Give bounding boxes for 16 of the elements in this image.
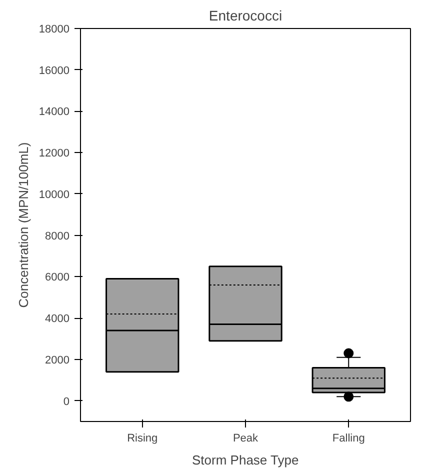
x-axis-title: Storm Phase Type: [192, 452, 299, 468]
y-axis-title: Concentration (MPN/100mL): [16, 142, 31, 308]
y-tick-label: 18000: [38, 24, 70, 36]
y-tick-label: 14000: [38, 106, 70, 118]
y-tick-label: 4000: [45, 313, 70, 326]
y-tick-label: 8000: [45, 230, 70, 242]
x-tick-label: Rising: [127, 432, 158, 444]
chart-title: Enterococci: [208, 8, 282, 24]
y-tick-label: 0: [63, 396, 70, 408]
y-tick-label: 2000: [45, 354, 70, 366]
y-tick-label: 6000: [45, 272, 70, 284]
x-tick-label: Peak: [232, 432, 259, 444]
x-tick-label: Falling: [332, 432, 365, 444]
y-tick-label: 12000: [38, 148, 70, 160]
y-tick-label: 10000: [38, 188, 70, 201]
y-tick-label: 16000: [38, 64, 70, 77]
